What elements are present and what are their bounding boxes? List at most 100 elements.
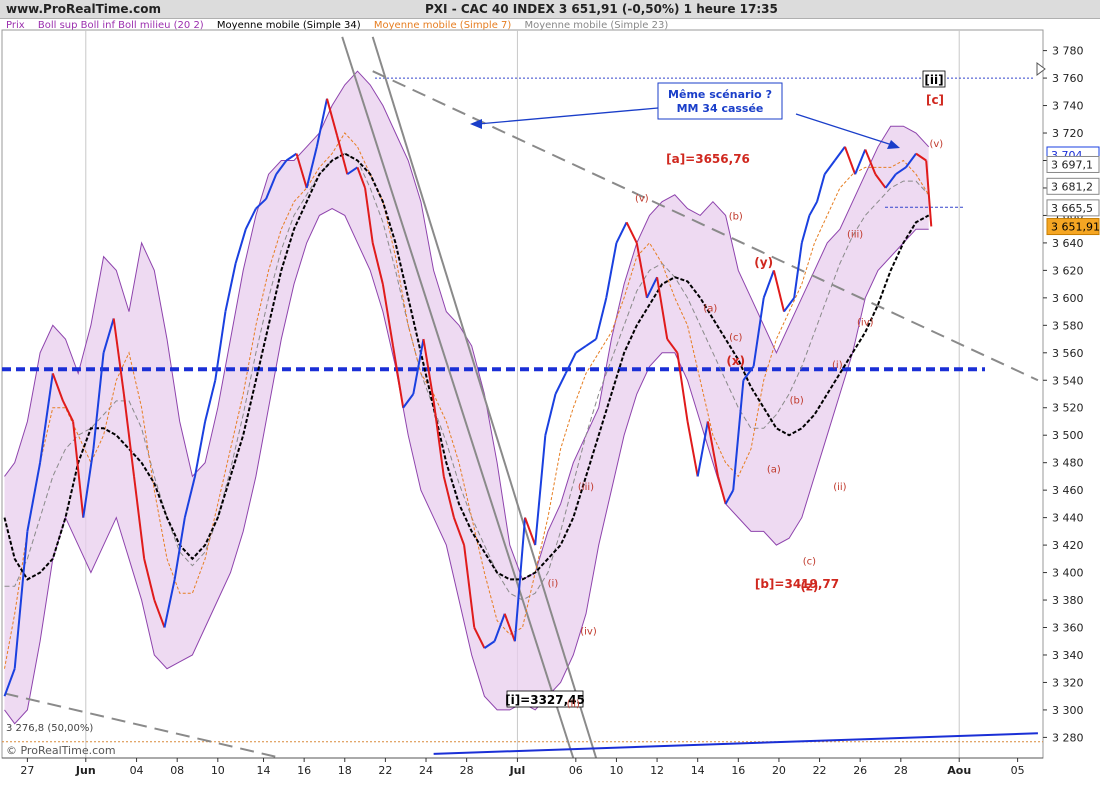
trend-lines	[2, 36, 1043, 759]
x-tick-label: 14	[691, 764, 705, 777]
price-segment	[874, 173, 887, 189]
price-segment	[412, 338, 425, 395]
c-label: [c]	[926, 93, 944, 107]
price-segment	[62, 400, 74, 422]
ma7-line	[4, 132, 930, 669]
price-segment	[453, 517, 466, 546]
x-tick-label: Jun	[75, 764, 96, 777]
price-segment	[315, 98, 328, 147]
price-segment	[884, 173, 897, 189]
price-segment	[544, 393, 557, 436]
y-tick-label: 3 460	[1052, 484, 1084, 497]
price-segment	[706, 421, 719, 477]
wave-label: (iv)	[580, 626, 597, 637]
price-segment	[224, 263, 237, 312]
x-tick-label: 22	[813, 764, 827, 777]
price-segment	[285, 152, 298, 162]
price-segment	[696, 421, 709, 477]
annotations: Même scénario ? MM 34 cassée [ii] [c] [a…	[6, 70, 946, 757]
wave-label: (y)	[754, 255, 773, 269]
trend-line	[372, 70, 1039, 382]
price-segment	[422, 338, 435, 402]
trend-line	[433, 732, 1038, 755]
price-segment	[356, 167, 367, 189]
price-segment	[915, 152, 927, 162]
price-segment	[854, 149, 867, 175]
baseline-label: 3 276,8 (50,00%)	[6, 723, 93, 734]
wave-label: (b)	[729, 212, 743, 223]
wave-label: (c)	[729, 332, 742, 343]
y-tick-label: 3 560	[1052, 347, 1084, 360]
price-tag-text: 3 681,2	[1051, 180, 1093, 193]
price-segment	[895, 166, 907, 176]
price-tag-text: 3 665,5	[1051, 202, 1093, 215]
x-tick-label: 20	[772, 764, 786, 777]
y-tick-label: 3 720	[1052, 127, 1084, 140]
price-segment	[173, 517, 186, 580]
price-segment	[483, 640, 496, 649]
y-tick-label: 3 420	[1052, 539, 1084, 552]
price-segment	[364, 187, 374, 244]
wave-label: (a)	[703, 304, 717, 315]
indicator-legend: Prix Boll sup Boll inf Boll milieu (20 2…	[6, 20, 678, 31]
wave-label: (v)	[635, 194, 649, 205]
x-tick-label: 27	[20, 764, 34, 777]
legend-price: Prix	[6, 20, 25, 31]
legend-ma23: Moyenne mobile (Simple 23)	[524, 20, 669, 31]
price-segment	[51, 373, 64, 402]
b-label: [b]=3419,77	[755, 577, 839, 591]
price-segment	[234, 228, 247, 264]
a-label: [a]=3656,76	[666, 152, 750, 166]
i-label-box: [i]=3327,45	[505, 690, 585, 708]
x-tick-label: 28	[894, 764, 908, 777]
callout-arrow-right	[795, 113, 900, 149]
price-tag-box	[1046, 218, 1100, 236]
wave-label: (c)	[803, 556, 816, 567]
legend-bollinger: Boll sup Boll inf Boll milieu (20 2)	[37, 20, 204, 31]
site-name[interactable]: www.ProRealTime.com	[6, 2, 161, 16]
callout-line-1: Même scénario ?	[668, 88, 772, 101]
price-segment	[513, 517, 527, 642]
price-segment	[503, 613, 516, 642]
x-tick-label: 04	[130, 764, 144, 777]
i-label: [i]=3327,45	[505, 693, 585, 707]
price-segment	[244, 208, 257, 230]
trend-line	[341, 36, 575, 759]
y-tick-label: 3 520	[1052, 402, 1084, 415]
price-segment	[905, 153, 917, 168]
wave-label: (z)	[800, 579, 818, 593]
price-segment	[844, 146, 857, 175]
price-segment	[143, 558, 156, 601]
price-segment	[772, 270, 785, 312]
ma23-line	[4, 153, 930, 601]
watermark: © ProRealTime.com	[6, 744, 116, 757]
price-segment	[39, 373, 54, 463]
y-tick-label: 3 400	[1052, 567, 1084, 580]
x-tick-label: Jul	[509, 764, 526, 777]
y-tick-label: 3 500	[1052, 429, 1084, 442]
ma34-line	[3, 152, 930, 581]
price-segment	[305, 146, 318, 189]
x-tick-label: 05	[1011, 764, 1025, 777]
wave-label: (b)	[790, 396, 804, 407]
price-segment	[295, 153, 308, 189]
price-segment	[265, 173, 278, 200]
price-segment	[255, 198, 267, 210]
price-segment	[625, 221, 638, 244]
y-tick-label: 3 580	[1052, 319, 1084, 332]
x-tick-label: 06	[569, 764, 583, 777]
price-segment	[371, 242, 384, 285]
price-segment	[72, 421, 85, 518]
price-segment	[605, 242, 618, 299]
x-tick-label: 16	[297, 764, 311, 777]
wave-labels: (v) (b) (y) (a) (c) (x) (i) (b) (a) (ii) (c) (z) (ii…	[548, 139, 944, 710]
price-segment	[676, 352, 689, 422]
y-tick-label: 3 380	[1052, 594, 1084, 607]
price-segment	[183, 476, 196, 518]
title-bar: www.ProRealTime.com PXI - CAC 40 INDEX 3…	[0, 0, 1100, 19]
price-segment	[336, 135, 349, 175]
price-segment	[595, 297, 608, 340]
price-segment	[823, 159, 836, 175]
trend-line	[371, 36, 598, 759]
